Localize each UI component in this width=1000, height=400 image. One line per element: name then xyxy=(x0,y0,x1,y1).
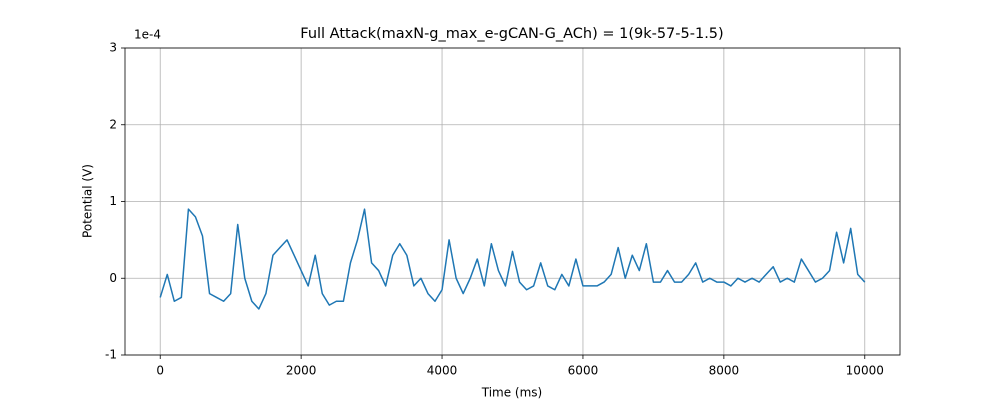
y-tick-label: -1 xyxy=(105,348,117,362)
plot-frame xyxy=(124,47,901,356)
y-tick-label: 1 xyxy=(109,194,117,208)
x-axis-label: Time (ms) xyxy=(481,386,543,400)
x-tick-label: 6000 xyxy=(568,364,599,378)
x-tick-label: 2000 xyxy=(286,364,317,378)
x-tick-label: 8000 xyxy=(709,364,740,378)
y-tick-label: 0 xyxy=(109,271,117,285)
line-series xyxy=(159,208,866,310)
y-axis-label: Potential (V) xyxy=(81,164,95,238)
x-tick-label: 0 xyxy=(156,364,164,378)
y-tick-label: 3 xyxy=(109,41,117,55)
chart-title: Full Attack(maxN-g_max_e-gCAN-G_ACh) = 1… xyxy=(300,26,723,42)
x-tick-label: 10000 xyxy=(846,364,884,378)
y-offset-label: 1e-4 xyxy=(134,28,161,42)
x-tick-label: 4000 xyxy=(427,364,458,378)
y-tick-label: 2 xyxy=(109,117,117,131)
